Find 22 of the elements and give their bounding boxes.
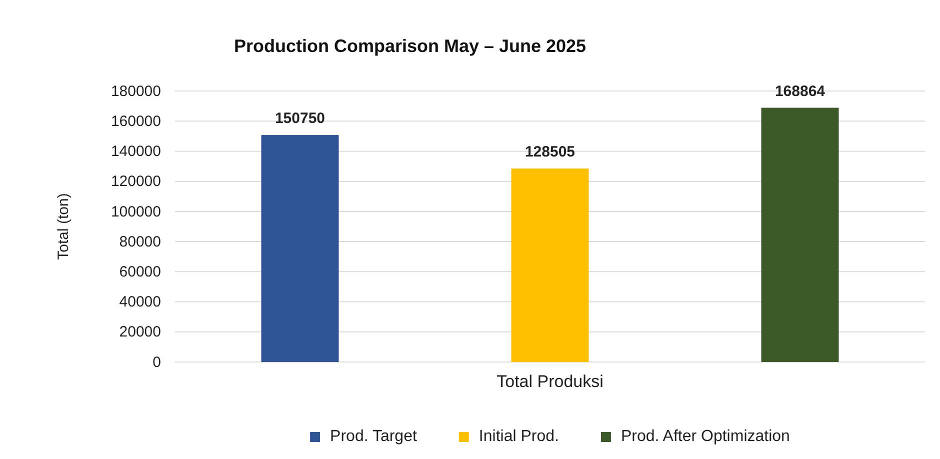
y-tick-label: 120000: [110, 173, 161, 190]
y-tick-label: 0: [152, 354, 161, 371]
legend-label: Prod. Target: [330, 428, 418, 445]
bar: [261, 135, 339, 362]
y-axis-title: Total (ton): [55, 193, 72, 260]
legend-label: Initial Prod.: [478, 428, 559, 445]
y-tick-label: 60000: [119, 263, 161, 280]
y-tick-label: 180000: [110, 82, 161, 100]
y-tick-label: 100000: [110, 203, 161, 220]
x-tick-label: Total Produksi: [496, 372, 604, 391]
y-tick-label: 80000: [119, 233, 161, 250]
data-label: 168864: [774, 82, 826, 100]
bar: [761, 108, 839, 362]
data-label: 128505: [524, 144, 576, 161]
chart-title: Production Comparison May – June 2025: [234, 36, 586, 56]
bar: [511, 168, 589, 362]
data-label: 150750: [274, 110, 326, 128]
y-tick-label: 160000: [110, 112, 161, 130]
legend-label: Prod. After Optimization: [620, 428, 790, 445]
y-tick-label: 20000: [119, 324, 161, 341]
y-tick-label: 40000: [119, 294, 161, 311]
y-tick-label: 140000: [110, 143, 161, 160]
